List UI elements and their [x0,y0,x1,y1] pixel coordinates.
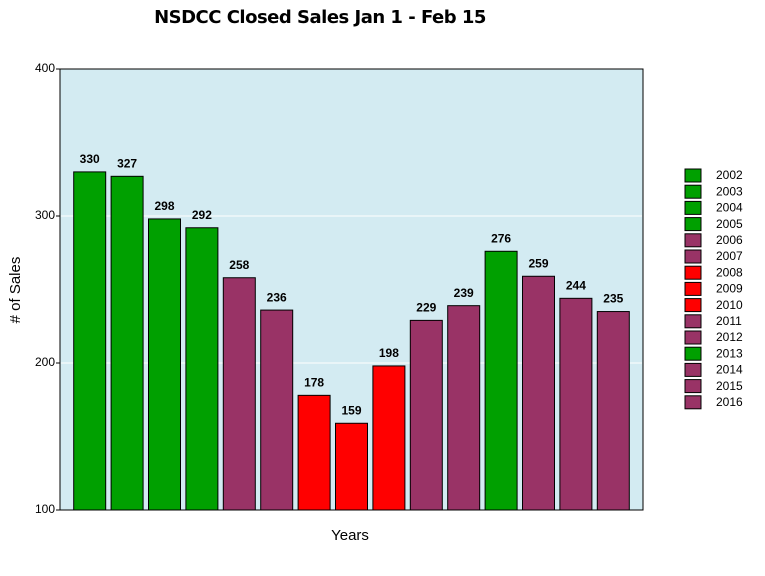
bar [596,311,630,511]
legend-swatch [684,379,702,394]
bar [335,422,368,511]
legend-label: 2013 [716,346,743,360]
bar [297,394,331,511]
value-label: 258 [229,258,249,272]
legend-swatch [684,314,702,329]
bar [148,218,181,511]
y-tick-label: 400 [35,61,55,75]
legend-swatch [684,298,702,313]
legend-label: 2008 [716,265,743,279]
legend-swatch [684,330,702,345]
legend-swatch [684,281,702,296]
x-axis-title: Years [331,527,369,544]
value-label: 235 [603,292,623,306]
bar [522,275,555,511]
y-tick-label: 300 [35,208,55,222]
value-label: 244 [566,278,586,292]
value-label: 229 [416,301,436,315]
legend-label: 2015 [716,379,743,393]
legend-label: 2007 [716,249,743,263]
legend-swatch [684,184,702,199]
legend-label: 2012 [716,330,743,344]
bar [260,309,294,511]
y-axis-title: # of Sales [7,257,24,324]
legend-label: 2016 [716,395,743,409]
bar [447,305,481,511]
bar [559,297,593,511]
bar [185,227,219,511]
legend-label: 2006 [716,233,743,247]
legend-swatch [684,249,702,264]
legend-swatch [684,362,702,377]
bar [222,277,256,511]
legend-swatch [684,346,702,361]
legend-swatch [684,265,702,280]
value-label: 198 [379,346,399,360]
value-label: 276 [491,231,511,245]
value-label: 178 [304,376,324,390]
legend-label: 2002 [716,168,743,182]
legend-swatch [684,395,702,410]
value-label: 298 [154,199,174,213]
legend-label: 2003 [716,184,743,198]
bar [372,365,406,511]
bar [484,250,518,511]
value-label: 259 [528,256,548,270]
bar [73,171,107,511]
legend-swatch [684,200,702,215]
legend-label: 2010 [716,298,743,312]
bar [110,175,144,511]
legend-label: 2014 [716,363,743,377]
value-label: 236 [267,290,287,304]
legend-label: 2011 [716,314,742,328]
legend-swatch [684,168,702,183]
y-tick-label: 100 [35,502,55,516]
legend-label: 2009 [716,282,743,296]
bar [409,319,443,511]
value-label: 239 [454,286,474,300]
value-label: 330 [80,152,100,166]
value-label: 292 [192,208,212,222]
legend-label: 2005 [716,217,743,231]
legend-swatch [684,233,702,248]
value-label: 327 [117,156,137,170]
legend-swatch [684,217,702,232]
chart-title: NSDCC Closed Sales Jan 1 - Feb 15 [154,7,486,28]
y-tick-label: 200 [35,355,55,369]
legend-label: 2004 [716,201,743,215]
value-label: 159 [341,403,361,417]
